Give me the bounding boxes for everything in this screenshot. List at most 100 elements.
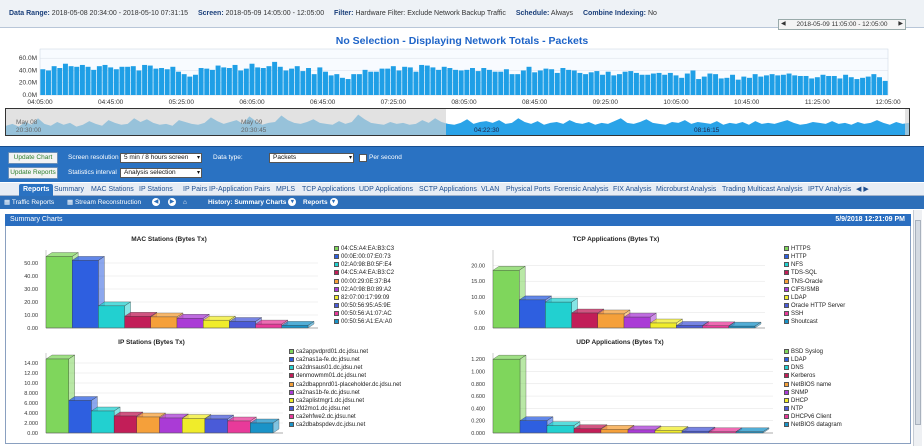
packet-bar[interactable] [554, 72, 560, 95]
tab-forensic-analysis[interactable]: Forensic Analysis [554, 186, 609, 193]
packet-bar[interactable] [826, 75, 832, 95]
legend-item[interactable]: NFS [784, 261, 845, 269]
packet-bar[interactable] [775, 75, 781, 95]
legend-item[interactable]: DHCPv6 Client [784, 413, 842, 421]
packet-bar[interactable] [503, 69, 509, 95]
legend-item[interactable]: ca2dnsaus01.dc.jdsu.net [289, 364, 401, 372]
legend-item[interactable]: ca2dbabspdev.dc.jdsu.net [289, 421, 401, 429]
legend-item[interactable]: TNS-Oracle [784, 278, 845, 286]
packet-bar[interactable] [707, 73, 713, 95]
legend-item[interactable]: 82:07:00:17:99:09 [334, 294, 394, 302]
legend-item[interactable]: 02:A0:98:B0:5F:E4 [334, 261, 394, 269]
summary-bar-chart[interactable]: 0.00 2.000 4.000 6.000 8.000 10.00 12.00 14.00 [14, 349, 289, 439]
packet-bar[interactable] [283, 70, 289, 95]
scrollbar-thumb[interactable] [915, 220, 921, 425]
packet-bar[interactable] [68, 66, 74, 95]
packet-bar[interactable] [871, 74, 877, 95]
summary-bar-chart[interactable]: 0.00 5.00 10.00 15.00 20.00 [461, 246, 771, 334]
packet-bar[interactable] [786, 73, 792, 95]
legend-item[interactable]: ca2dbappnrd01-placeholder.dc.jdsu.net [289, 381, 401, 389]
packet-bar[interactable] [260, 68, 266, 95]
packet-bar[interactable] [684, 73, 690, 95]
update-chart-button[interactable]: Update Chart [8, 152, 58, 164]
packet-bar[interactable] [831, 75, 837, 95]
legend-item[interactable]: BSD Syslog [784, 348, 842, 356]
packet-bar[interactable] [735, 79, 741, 95]
packet-bar[interactable] [837, 78, 843, 95]
screen-resolution-select[interactable]: 5 min / 8 hours screen ▾ [120, 153, 202, 163]
packet-bar[interactable] [119, 66, 125, 95]
legend-item[interactable]: ca2ehfwe2.dc.jdsu.net [289, 413, 401, 421]
main-chart[interactable]: 0.0M 20.0M 40.0M 60.0M 04:05:00 04:45:00 05:25… [0, 44, 924, 106]
packet-bar[interactable] [571, 70, 577, 95]
packet-bar[interactable] [860, 77, 866, 95]
packet-bar[interactable] [306, 68, 312, 95]
packet-bar[interactable] [238, 70, 244, 95]
packet-bar[interactable] [718, 78, 724, 95]
packet-bar[interactable] [633, 72, 639, 95]
tab-microburst-analysis[interactable]: Microburst Analysis [656, 186, 717, 193]
packet-bar[interactable] [616, 74, 622, 95]
stream-reconstruction-button[interactable]: ▦ Stream Reconstruction [67, 196, 141, 209]
legend-item[interactable]: SNMP [784, 389, 842, 397]
packet-bar[interactable] [797, 75, 803, 95]
packet-bar[interactable] [215, 65, 221, 95]
packet-bar[interactable] [809, 78, 815, 95]
packet-bar[interactable] [368, 71, 374, 95]
packet-bar[interactable] [475, 71, 481, 95]
packet-bar[interactable] [170, 66, 176, 95]
bar[interactable] [735, 427, 770, 434]
legend-item[interactable]: 04:C5:A4:EA:B3:C2 [334, 269, 394, 277]
packet-bar[interactable] [645, 74, 651, 95]
bar[interactable] [281, 321, 315, 329]
packet-bar[interactable] [96, 66, 102, 95]
legend-item[interactable]: Shoutcast [784, 318, 845, 326]
packet-bar[interactable] [243, 68, 249, 95]
packet-bar[interactable] [780, 74, 786, 95]
legend-item[interactable]: 00:00:29:0E:37:B4 [334, 278, 394, 286]
packet-bar[interactable] [543, 68, 549, 95]
packet-bar[interactable] [147, 65, 153, 95]
packet-bar[interactable] [221, 67, 227, 95]
packet-bar[interactable] [532, 72, 538, 95]
data-type-select[interactable]: Packets ▾ [269, 153, 354, 163]
packet-bar[interactable] [848, 77, 854, 95]
packet-bar[interactable] [549, 69, 555, 95]
tab-sctp-applications[interactable]: SCTP Applications [419, 186, 477, 193]
packet-bar[interactable] [594, 71, 600, 95]
packet-bar[interactable] [560, 68, 566, 95]
packet-bar[interactable] [520, 70, 526, 95]
packet-bar[interactable] [588, 72, 594, 95]
packet-bar[interactable] [62, 63, 68, 95]
legend-item[interactable]: ca2aplistmgr1.dc.jdsu.net [289, 397, 401, 405]
packet-bar[interactable] [159, 68, 165, 95]
packet-bar[interactable] [300, 71, 306, 95]
packet-bar[interactable] [441, 66, 447, 95]
packet-bar[interactable] [130, 66, 136, 95]
packet-bar[interactable] [74, 66, 80, 95]
packet-bar[interactable] [345, 79, 351, 95]
packet-bar[interactable] [204, 68, 210, 95]
tab-scroll-arrows-icon[interactable]: ◀ ▶ [856, 186, 869, 193]
history-menu[interactable]: History: Summary Charts ▾ [208, 196, 297, 209]
packet-bar[interactable] [769, 74, 775, 95]
tab-ip-stations[interactable]: IP Stations [139, 186, 173, 193]
packet-bar[interactable] [136, 70, 142, 95]
packet-bar[interactable] [877, 77, 882, 95]
packet-bar[interactable] [294, 66, 300, 95]
tab-ip-application-pairs[interactable]: IP-Application Pairs [209, 186, 271, 193]
packet-bar[interactable] [628, 71, 634, 95]
packet-bar[interactable] [113, 69, 119, 95]
legend-item[interactable]: 02:A0:98:B0:89:A2 [334, 286, 394, 294]
per-second-checkbox[interactable] [359, 154, 367, 162]
stepper-right-icon[interactable]: ▶ [898, 21, 903, 27]
packet-bar[interactable] [741, 76, 747, 95]
legend-item[interactable]: DNS [784, 364, 842, 372]
packet-bar[interactable] [447, 68, 453, 95]
packet-bar[interactable] [407, 67, 413, 95]
legend-item[interactable]: NetBIOS name [784, 381, 842, 389]
legend-item[interactable]: 2fd2mo1.dc.jdsu.net [289, 405, 401, 413]
legend-item[interactable]: HTTP [784, 253, 845, 261]
bar[interactable] [249, 418, 280, 434]
legend-item[interactable]: Oracle HTTP Server [784, 302, 845, 310]
